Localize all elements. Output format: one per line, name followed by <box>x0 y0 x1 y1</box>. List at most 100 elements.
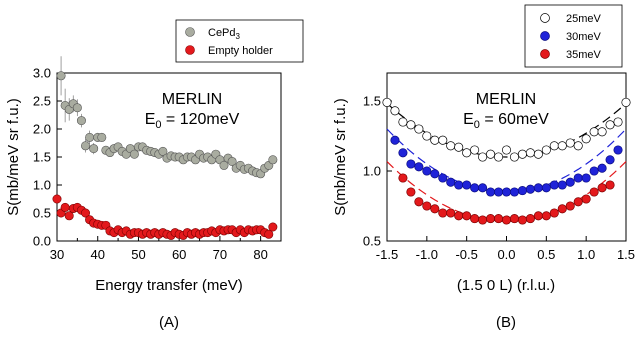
point-35mev <box>589 187 599 197</box>
legend-marker-25mev <box>540 13 550 23</box>
point-25mev <box>589 127 599 137</box>
point-35mev <box>486 214 496 224</box>
point-30mev <box>581 173 591 183</box>
panel-a-annotation-instrument: MERLIN <box>162 91 222 108</box>
point-30mev <box>517 186 527 196</box>
point-30mev <box>597 163 607 173</box>
point-25mev <box>478 152 488 162</box>
point-25mev <box>390 106 400 116</box>
cepd3-point <box>85 132 95 142</box>
point-25mev <box>605 120 615 130</box>
point-30mev <box>565 177 575 187</box>
panel-a-xtick-label: 80 <box>253 247 267 262</box>
point-35mev <box>438 208 448 218</box>
point-25mev <box>406 120 416 130</box>
panel-b-ylabel: S(mb/meV sr f.u.) <box>332 98 349 216</box>
point-35mev <box>398 173 408 183</box>
point-30mev <box>462 180 472 190</box>
point-25mev <box>501 145 512 155</box>
point-35mev <box>430 204 440 214</box>
panel-b-e0-value: = 60meV <box>480 111 549 128</box>
point-25mev <box>613 117 623 127</box>
point-35mev <box>454 211 464 221</box>
point-35mev <box>533 211 543 221</box>
point-35mev <box>478 215 488 225</box>
panel-a-annotation-energy: E0 = 120meV <box>145 111 240 131</box>
cepd3-point <box>219 160 229 170</box>
panel-a-ticks: 30 40 50 60 70 80 0.0 0.5 1.0 1.5 2.0 2.5 3.0 <box>33 66 282 262</box>
point-35mev <box>470 214 480 224</box>
panel-a-points <box>52 71 278 240</box>
cepd3-point <box>268 155 278 165</box>
point-25mev <box>541 145 551 155</box>
panel-a-ytick-label: 1.0 <box>33 178 51 193</box>
empty-holder-point <box>52 194 62 204</box>
point-30mev <box>541 183 551 193</box>
point-30mev <box>406 159 416 169</box>
empty-holder-point <box>268 222 278 232</box>
panel-a-ytick-label: 3.0 <box>33 66 51 81</box>
point-25mev <box>398 117 408 127</box>
panel-a-ytick-label: 2.5 <box>33 94 51 109</box>
point-25mev <box>533 149 543 159</box>
point-25mev <box>486 149 496 159</box>
point-30mev <box>589 166 599 176</box>
point-25mev <box>438 135 448 145</box>
panel-b-xtick-label: -1.0 <box>416 247 438 262</box>
point-25mev <box>581 134 591 144</box>
point-25mev <box>621 97 631 107</box>
point-25mev <box>549 141 559 151</box>
legend-label-30mev: 30meV <box>566 31 602 43</box>
legend-marker-35mev <box>540 49 550 59</box>
point-25mev <box>557 141 567 151</box>
panel-a-ytick-label: 0.5 <box>33 206 51 221</box>
point-30mev <box>509 187 520 197</box>
panel-a-ylabel: S(mb/meV sr f.u.) <box>5 98 22 216</box>
point-30mev <box>557 180 567 190</box>
panel-a-xtick-label: 40 <box>90 247 104 262</box>
point-35mev <box>446 208 456 218</box>
point-30mev <box>414 162 424 172</box>
point-35mev <box>549 208 559 218</box>
panel-b-ytick-label: 1.0 <box>363 164 381 179</box>
point-35mev <box>605 180 615 190</box>
cepd3-point <box>227 156 237 166</box>
point-35mev <box>525 214 535 224</box>
panel-b-xtick-label: -0.5 <box>455 247 477 262</box>
point-30mev <box>613 145 623 155</box>
point-25mev <box>573 141 583 151</box>
panel-b-e0-symbol: E <box>463 111 474 128</box>
cepd3-point <box>158 146 168 156</box>
point-25mev <box>422 131 432 141</box>
point-35mev <box>414 197 424 207</box>
point-25mev <box>517 149 527 159</box>
point-30mev <box>605 155 615 165</box>
point-30mev <box>446 177 456 187</box>
empty-holder-point <box>64 211 74 221</box>
cepd3-point <box>89 144 99 154</box>
panel-b-legend: 25meV 30meV 35meV <box>524 4 623 68</box>
point-35mev <box>406 187 416 197</box>
panel-b-e0-subscript: 0 <box>474 119 480 131</box>
legend-marker-empty-holder <box>185 45 195 55</box>
panel-a-label: (A) <box>159 314 179 331</box>
point-25mev <box>462 148 472 158</box>
point-25mev <box>597 127 607 137</box>
panel-a-e0-subscript: 0 <box>155 119 161 131</box>
point-25mev <box>382 97 392 107</box>
point-30mev <box>501 187 512 197</box>
point-25mev <box>446 141 456 151</box>
point-35mev <box>541 211 551 221</box>
point-30mev <box>533 183 543 193</box>
point-25mev <box>470 145 480 155</box>
legend-marker-30mev <box>540 31 550 41</box>
point-30mev <box>438 173 448 183</box>
point-35mev <box>422 201 432 211</box>
point-25mev <box>565 138 575 148</box>
empty-holder-point <box>60 202 70 212</box>
point-30mev <box>478 183 488 193</box>
panel-a-legend-box <box>175 19 304 63</box>
cepd3-point <box>72 103 82 113</box>
legend-label-empty-holder: Empty holder <box>208 45 273 57</box>
point-25mev <box>430 135 440 145</box>
